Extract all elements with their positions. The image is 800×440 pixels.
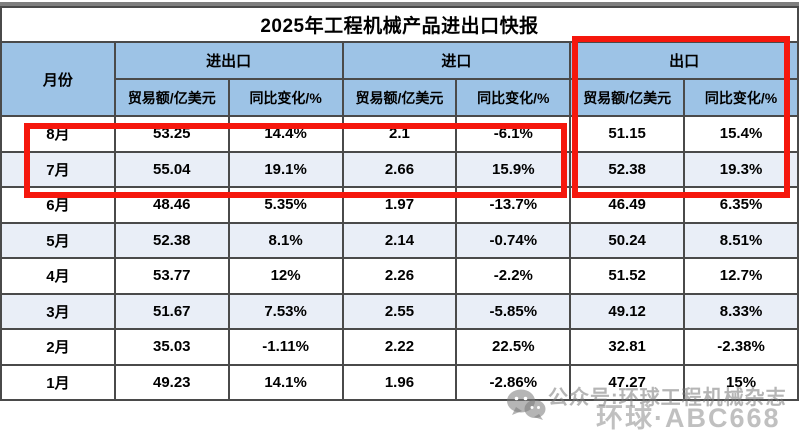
value-cell: 51.67 [113,292,230,330]
column-header-month: 月份 [0,41,116,117]
value-cell: 19.1% [227,150,344,188]
value-cell: -1.11% [227,328,344,366]
month-cell: 8月 [0,115,116,153]
value-cell: 35.03 [113,328,230,366]
value-cell: -2.86% [455,363,572,401]
value-cell: 2.66 [341,150,458,188]
value-cell: 2.26 [341,257,458,295]
value-cell: 22.5% [455,328,572,366]
table-row: 3月 51.67 7.53% 2.55 -5.85% 49.12 8.33% [0,292,799,330]
value-cell: 19.3% [683,150,799,188]
table-body: 8月 53.25 14.4% 2.1 -6.1% 51.15 15.4% 7月 55.04 19.… [0,115,799,401]
value-cell: 51.15 [569,115,686,153]
value-cell: 14.4% [227,115,344,153]
value-cell: 49.23 [113,363,230,401]
subheader-trade-value: 贸易额/亿美元 [113,78,230,117]
value-cell: 50.24 [569,221,686,259]
value-cell: 46.49 [569,186,686,224]
value-cell: 53.25 [113,115,230,153]
value-cell: 8.51% [683,221,799,259]
value-cell: 1.97 [341,186,458,224]
value-cell: 5.35% [227,186,344,224]
value-cell: 14.1% [227,363,344,401]
table-row: 5月 52.38 8.1% 2.14 -0.74% 50.24 8.51% [0,221,799,259]
value-cell: -2.2% [455,257,572,295]
value-cell: 12.7% [683,257,799,295]
value-cell: -2.38% [683,328,799,366]
value-cell: 52.38 [569,150,686,188]
watermark-text-line2: 环球·ABC668 [596,403,781,433]
sub-header-row: 贸易额/亿美元 同比变化/% 贸易额/亿美元 同比变化/% 贸易额/亿美元 同比… [1,78,799,117]
month-cell: 4月 [0,257,116,295]
value-cell: 55.04 [113,150,230,188]
value-cell: 7.53% [227,292,344,330]
value-cell: -13.7% [455,186,572,224]
month-cell: 2月 [0,328,116,366]
value-cell: 53.77 [113,257,230,295]
value-cell: 32.81 [569,328,686,366]
value-cell: 8.1% [227,221,344,259]
table-row: 2月 35.03 -1.11% 2.22 22.5% 32.81 -2.38% [0,328,799,366]
month-cell: 5月 [0,221,116,259]
group-header-export: 出口 [569,41,799,80]
value-cell: -0.74% [455,221,572,259]
group-header-import: 进口 [341,41,572,80]
value-cell: 1.96 [341,363,458,401]
value-cell: 2.1 [341,115,458,153]
value-cell: 8.33% [683,292,799,330]
value-cell: 48.46 [113,186,230,224]
subheader-yoy-change: 同比变化/% [455,78,572,117]
table-row: 6月 48.46 5.35% 1.97 -13.7% 46.49 6.35% [0,186,799,224]
table-row: 8月 53.25 14.4% 2.1 -6.1% 51.15 15.4% [0,115,799,153]
value-cell: 6.35% [683,186,799,224]
value-cell: 2.55 [341,292,458,330]
value-cell: 51.52 [569,257,686,295]
month-cell: 3月 [0,292,116,330]
value-cell: 49.12 [569,292,686,330]
table-row: 7月 55.04 19.1% 2.66 15.9% 52.38 19.3% [0,150,799,188]
value-cell: 15.9% [455,150,572,188]
table-row: 1月 49.23 14.1% 1.96 -2.86% 47.27 15% [0,363,799,401]
value-cell: 52.38 [113,221,230,259]
value-cell: 2.14 [341,221,458,259]
title-row: 2025年工程机械产品进出口快报 [0,6,799,43]
value-cell: 2.22 [341,328,458,366]
value-cell: 47.27 [569,363,686,401]
value-cell: 15.4% [683,115,799,153]
value-cell: 12% [227,257,344,295]
table-frame: 2025年工程机械产品进出口快报 月份 进出口 进口 出口 贸易额/亿美元 同比… [0,2,799,401]
month-cell: 6月 [0,186,116,224]
table-row: 4月 53.77 12% 2.26 -2.2% 51.52 12.7% [0,257,799,295]
subheader-yoy-change: 同比变化/% [227,78,344,117]
table-head: 2025年工程机械产品进出口快报 月份 进出口 进口 出口 贸易额/亿美元 同比… [0,6,799,117]
import-export-table: 2025年工程机械产品进出口快报 月份 进出口 进口 出口 贸易额/亿美元 同比… [0,6,799,401]
value-cell: -5.85% [455,292,572,330]
value-cell: 15% [683,363,799,401]
group-header-import-export: 进出口 [113,41,344,80]
group-header-row: 月份 进出口 进口 出口 [0,41,799,117]
month-cell: 7月 [0,150,116,188]
page-title: 2025年工程机械产品进出口快报 [0,6,799,43]
subheader-trade-value: 贸易额/亿美元 [569,78,686,117]
subheader-yoy-change: 同比变化/% [683,78,799,117]
subheader-trade-value: 贸易额/亿美元 [341,78,458,117]
month-cell: 1月 [0,363,116,401]
value-cell: -6.1% [455,115,572,153]
